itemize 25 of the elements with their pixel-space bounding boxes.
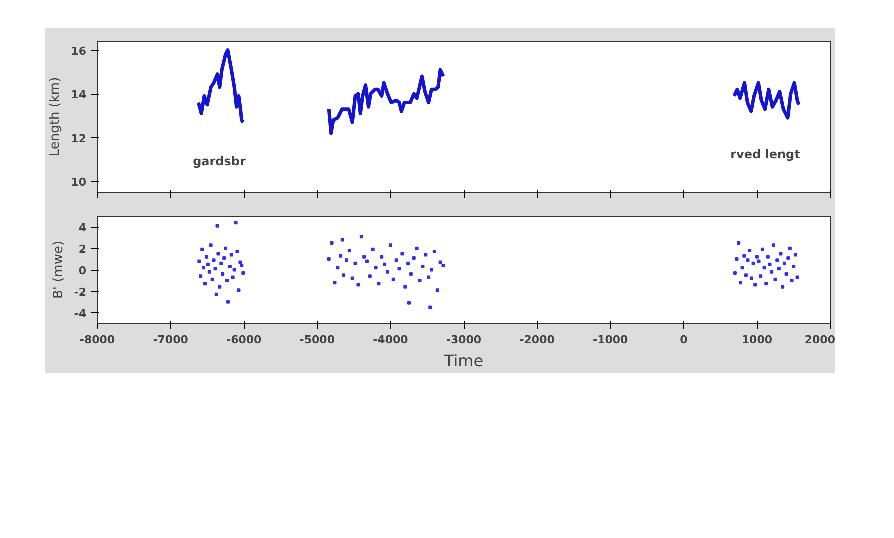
x-tick-label: -6000 — [226, 334, 262, 346]
x-tick-label: -1000 — [593, 334, 629, 346]
x-tick-label: -8000 — [80, 334, 116, 346]
y-axis-title: Length (km) — [48, 77, 64, 157]
y-tick-label: 16 — [71, 44, 87, 58]
y-tick-label: 2 — [78, 243, 86, 256]
y-tick-label: -2 — [74, 286, 87, 299]
annotation: gardsbr — [193, 154, 246, 168]
y-tick-label: 14 — [71, 88, 87, 102]
y-tick-label: -4 — [74, 307, 87, 320]
x-tick-label: -2000 — [520, 334, 556, 346]
x-tick-label: -3000 — [446, 334, 482, 346]
y-axis-title: B' (mwe) — [51, 240, 66, 300]
y-tick-label: 10 — [71, 176, 87, 190]
x-tick-label: 1000 — [742, 334, 773, 346]
x-tick-label: -5000 — [300, 334, 336, 346]
x-axis-title: Time — [443, 352, 484, 370]
y-tick-label: 12 — [71, 132, 87, 146]
x-tick-label: -4000 — [373, 334, 409, 346]
y-tick-label: 4 — [78, 222, 87, 235]
y-tick-label: 0 — [78, 264, 87, 278]
x-tick-label: -7000 — [153, 334, 189, 346]
x-tick-label: 2000 — [804, 334, 836, 346]
x-tick-label: 0 — [680, 334, 688, 346]
annotation: rved lengt — [730, 148, 801, 162]
